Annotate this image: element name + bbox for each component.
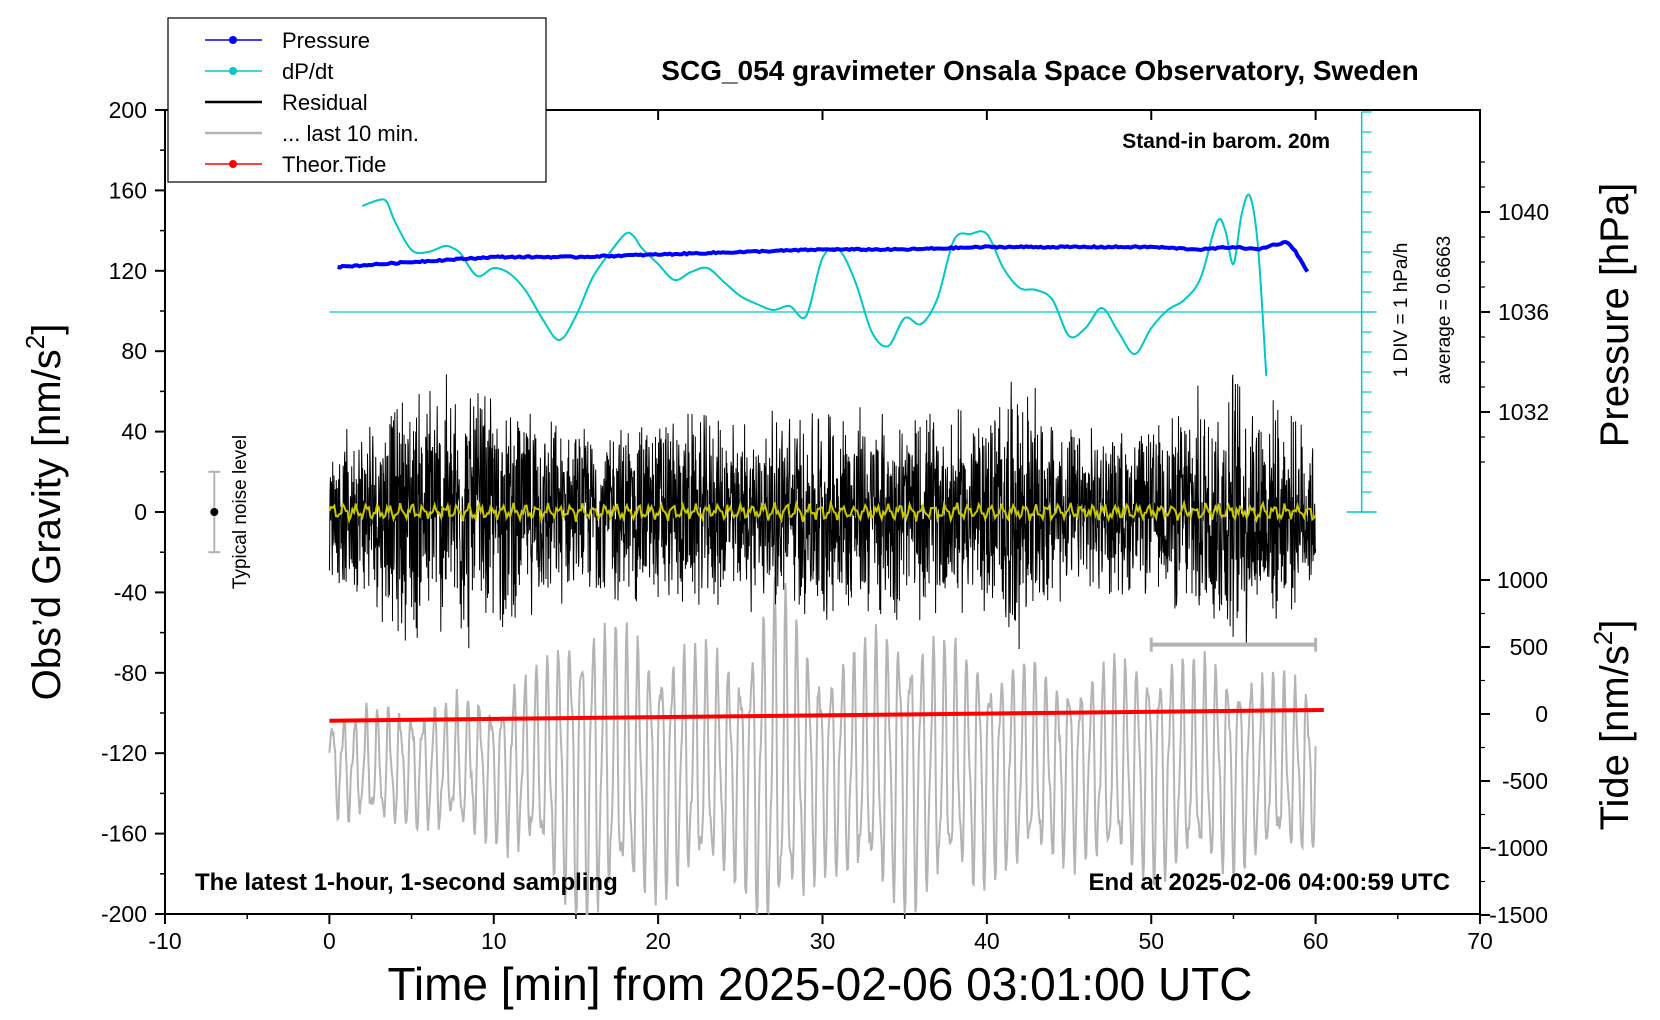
pressure-tick-label: 1036 xyxy=(1498,299,1549,325)
x-axis-label: Time [min] from 2025-02-06 03:01:00 UTC xyxy=(388,958,1253,1010)
x-tick-label: 30 xyxy=(810,928,836,954)
bottom-left-note: The latest 1-hour, 1-second sampling xyxy=(195,869,618,896)
legend-marker-0 xyxy=(229,36,237,44)
y-axis-left-label: Obs’d Gravity [nm/s2] xyxy=(20,324,69,701)
y-tick-label: -160 xyxy=(101,821,147,847)
last-10-min-line xyxy=(328,577,1317,915)
residual-smoothed-line xyxy=(328,499,1317,524)
legend-label-1: dP/dt xyxy=(282,59,333,84)
y-axis-tide-label: Tide [nm/s2] xyxy=(1588,620,1637,831)
y-tick-label: -40 xyxy=(114,579,147,605)
dpdt-line xyxy=(361,193,1268,377)
y-axis-tide: 1000 500 0 -500 -1000 -1500 xyxy=(1480,567,1548,928)
dpdt-axis xyxy=(329,111,1377,513)
y-axis-tide-label-end: ] xyxy=(1593,620,1637,631)
noise-bar-center xyxy=(210,508,219,516)
tide-tick-label: -1000 xyxy=(1489,835,1548,861)
series-theor-tide xyxy=(329,707,1324,723)
y-tick-label: 120 xyxy=(109,258,147,284)
legend-label-4: Theor.Tide xyxy=(282,152,386,177)
dpdt-div-label: 1 DIV = 1 hPa/h xyxy=(1391,243,1412,378)
legend-label-3: ... last 10 min. xyxy=(282,121,419,146)
y-axis-tide-label-sup: 2 xyxy=(1588,631,1618,645)
x-tick-label: 70 xyxy=(1467,928,1493,954)
tide-tick-label: 500 xyxy=(1510,634,1548,660)
x-tick-label: 50 xyxy=(1138,928,1164,954)
y-axis-left-label-sup: 2 xyxy=(20,335,50,349)
x-tick-label: 60 xyxy=(1303,928,1329,954)
residual-line xyxy=(328,374,1317,650)
y-tick-label: 80 xyxy=(121,338,147,364)
bottom-right-note: End at 2025-02-06 04:00:59 UTC xyxy=(1089,869,1451,896)
legend-marker-4 xyxy=(229,160,237,168)
tide-tick-label: 0 xyxy=(1535,701,1548,727)
pressure-line xyxy=(337,239,1310,273)
x-tick-label: -10 xyxy=(148,928,181,954)
y-tick-label: 40 xyxy=(121,419,147,445)
noise-level-label: Typical noise level xyxy=(230,435,251,589)
series-pressure xyxy=(337,239,1310,273)
y-tick-label: -200 xyxy=(101,901,147,927)
series-dpdt xyxy=(361,193,1268,377)
dpdt-average-label: average = 0.6663 xyxy=(1434,236,1455,384)
x-tick-label: 10 xyxy=(481,928,507,954)
legend-marker-1 xyxy=(229,67,237,75)
series-residual xyxy=(328,374,1317,650)
y-axis-tide-label-main: Tide [nm/s xyxy=(1593,645,1637,830)
y-tick-label: -120 xyxy=(101,740,147,766)
legend-label-0: Pressure xyxy=(282,28,370,53)
tide-tick-label: -1500 xyxy=(1489,902,1548,928)
chart-title: SCG_054 gravimeter Onsala Space Observat… xyxy=(661,55,1418,86)
y-tick-label: -80 xyxy=(114,660,147,686)
series-last-10-min xyxy=(328,577,1317,915)
pressure-tick-label: 1040 xyxy=(1498,199,1549,225)
stand-in-barometer-note: Stand-in barom. 20m xyxy=(1122,130,1330,153)
x-tick-label: 20 xyxy=(645,928,671,954)
y-axis-left-label-end: ] xyxy=(25,324,69,335)
series-residual-smoothed xyxy=(328,499,1317,524)
tide-tick-label: -500 xyxy=(1502,768,1548,794)
y-tick-label: 200 xyxy=(109,97,147,123)
pressure-tick-label: 1032 xyxy=(1498,399,1549,425)
legend-box xyxy=(167,17,547,183)
legend-label-2: Residual xyxy=(282,90,368,115)
tide-line xyxy=(329,707,1324,723)
y-tick-label: 160 xyxy=(109,177,147,203)
y-axis-pressure: 1040 1036 1032 xyxy=(1480,161,1549,463)
y-axis-pressure-label: Pressure [hPa] xyxy=(1593,183,1637,448)
y-tick-label: 0 xyxy=(134,499,147,525)
chart-extras xyxy=(208,470,1318,652)
x-tick-label: 0 xyxy=(323,928,336,954)
legend: Pressure dP/dt Residual ... last 10 min. The… xyxy=(167,17,547,183)
tide-tick-label: 1000 xyxy=(1497,567,1548,593)
x-axis: -10 0 10 20 30 40 50 60 70 xyxy=(148,110,1493,954)
y-axis-gravity: 200 160 120 80 40 0 -40 -80 -120 -160 -200 xyxy=(101,97,165,927)
x-tick-label: 40 xyxy=(974,928,1000,954)
y-axis-left-label-main: Obs’d Gravity [nm/s xyxy=(25,349,69,700)
